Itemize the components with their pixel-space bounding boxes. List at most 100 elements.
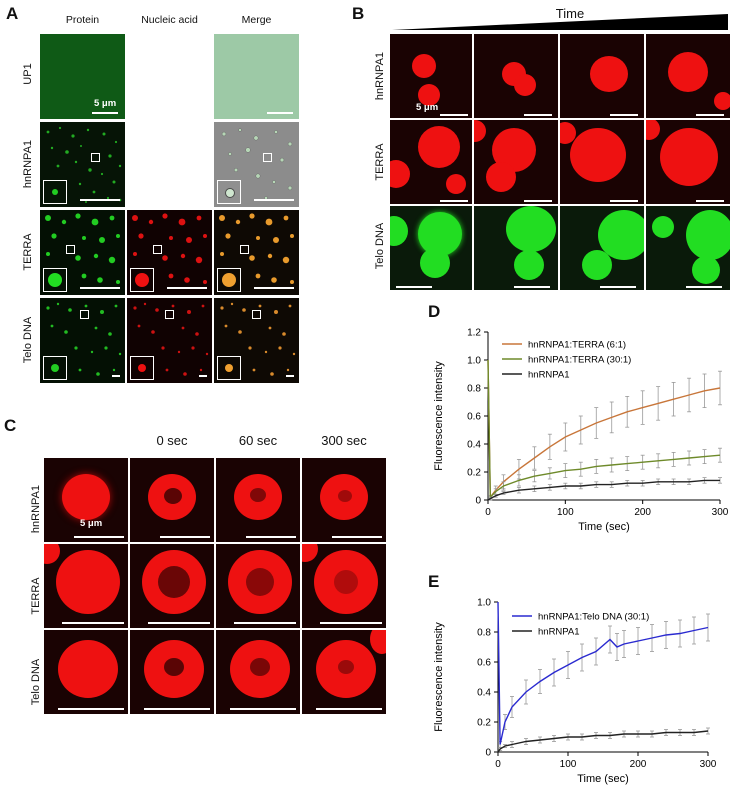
panel-c-hnrnpa1-60sec-image bbox=[216, 458, 300, 542]
droplet-field bbox=[132, 213, 207, 284]
panel-a-col-merge: Merge bbox=[241, 14, 272, 26]
y-tick-label: 0.6 bbox=[467, 412, 481, 423]
scalebar bbox=[62, 622, 124, 624]
panel-a-row-hnrnpa1: hnRNPA1 bbox=[22, 139, 34, 189]
zoom-inset bbox=[130, 356, 154, 380]
panel-d-chart: 0 0.2 0.4 0.6 0.8 1.0 1.2 0 100 200 300 Time (sec) F… bbox=[433, 328, 729, 534]
panel-b-terra-t2-image bbox=[474, 120, 558, 204]
panel-a-col-nucleic-acid: Nucleic acid bbox=[141, 14, 198, 26]
panel-a-scalebar-label: 5 μm bbox=[94, 98, 117, 109]
y-tick-label: 0.4 bbox=[467, 440, 481, 451]
panel-a-row-telo-dna: Telo DNA bbox=[22, 316, 34, 364]
scalebar bbox=[286, 375, 294, 377]
zoom-inset bbox=[217, 268, 241, 292]
scalebar bbox=[600, 286, 636, 288]
scalebar bbox=[92, 112, 118, 114]
panel-c-letter: C bbox=[4, 416, 17, 435]
panel-e-chart: 0 0.2 0.4 0.6 0.8 1.0 0 100 200 300 Time (sec) Fluo… bbox=[433, 598, 717, 786]
roi-box bbox=[165, 310, 174, 319]
legend-label: hnRNPA1:Telo DNA (30:1) bbox=[538, 612, 649, 623]
legend-label: hnRNPA1:TERRA (6:1) bbox=[528, 340, 626, 351]
scalebar bbox=[267, 112, 293, 114]
scalebar bbox=[58, 708, 124, 710]
panel-a-telo-nucleic-acid-image bbox=[127, 298, 212, 383]
y-tick-label: 0.8 bbox=[477, 628, 491, 639]
panel-b-terra-t1-image bbox=[390, 120, 472, 204]
roi-box bbox=[91, 153, 100, 162]
x-tick-label: 100 bbox=[560, 759, 577, 770]
panel-b-hnrnpa1-t2-image bbox=[474, 34, 558, 118]
scalebar bbox=[148, 622, 210, 624]
x-axis-label: Time (sec) bbox=[577, 773, 629, 785]
scalebar bbox=[254, 199, 294, 201]
scalebar bbox=[514, 286, 550, 288]
scalebar bbox=[440, 114, 468, 116]
panel-b-hnrnpa1-t4-image bbox=[646, 34, 730, 118]
panel-b-scalebar-label: 5 μm bbox=[416, 102, 439, 113]
roi-box bbox=[263, 153, 272, 162]
panel-a-up1-protein-image: 5 μm bbox=[40, 34, 125, 119]
y-tick-label: 0.4 bbox=[477, 688, 491, 699]
zoom-inset bbox=[43, 268, 67, 292]
scalebar bbox=[74, 536, 124, 538]
panel-b-hnrnpa1-t3-image bbox=[560, 34, 644, 118]
scalebar bbox=[80, 287, 120, 289]
x-tick-label: 300 bbox=[712, 507, 729, 518]
droplet-field bbox=[219, 213, 294, 284]
roi-box bbox=[252, 310, 261, 319]
panel-a-letter: A bbox=[6, 4, 19, 23]
x-tick-label: 0 bbox=[485, 507, 491, 518]
panel-c-hnrnpa1-pre-image: 5 μm bbox=[44, 458, 128, 542]
x-tick-label: 200 bbox=[634, 507, 651, 518]
y-tick-label: 0 bbox=[475, 496, 481, 507]
y-tick-label: 1.0 bbox=[467, 356, 481, 367]
panel-a-col-protein: Protein bbox=[65, 14, 100, 26]
panel-a-telo-merge-image bbox=[214, 298, 299, 383]
scalebar bbox=[112, 375, 120, 377]
brightfield-droplets bbox=[221, 128, 293, 200]
scalebar bbox=[160, 536, 210, 538]
scalebar bbox=[320, 622, 382, 624]
zoom-inset bbox=[130, 268, 154, 292]
droplet-field bbox=[46, 126, 122, 203]
panel-a-terra-merge-image bbox=[214, 210, 299, 295]
x-tick-label: 0 bbox=[495, 759, 501, 770]
scalebar bbox=[524, 114, 552, 116]
panel-b-row-hnrnpa1: hnRNPA1 bbox=[374, 51, 386, 101]
y-tick-label: 0.8 bbox=[467, 384, 481, 395]
panel-b-hnrnpa1-t1-image: 5 μm bbox=[390, 34, 472, 118]
panel-a-terra-protein-image bbox=[40, 210, 125, 295]
panel-a-hnrnpa1-protein-image bbox=[40, 122, 125, 207]
panel-c-col-60sec: 60 sec bbox=[238, 433, 278, 448]
droplet-field bbox=[46, 302, 122, 376]
scalebar bbox=[230, 708, 296, 710]
scalebar bbox=[80, 199, 120, 201]
scalebar bbox=[316, 708, 382, 710]
y-axis-label: Fluorescence intensity bbox=[433, 622, 445, 732]
series-line bbox=[497, 601, 709, 745]
scalebar bbox=[234, 622, 296, 624]
scalebar bbox=[167, 287, 207, 289]
zoom-inset bbox=[43, 356, 67, 380]
zoom-inset bbox=[43, 180, 67, 204]
scalebar bbox=[440, 200, 468, 202]
legend-label: hnRNPA1:TERRA (30:1) bbox=[528, 355, 631, 366]
time-wedge-icon bbox=[392, 14, 728, 30]
panel-b-row-telo-dna: Telo DNA bbox=[374, 222, 386, 270]
panel-a-up1-merge-image bbox=[214, 34, 299, 119]
series-line bbox=[487, 479, 720, 501]
legend-label: hnRNPA1 bbox=[538, 627, 580, 638]
panel-a-terra-nucleic-acid-image bbox=[127, 210, 212, 295]
droplet-field bbox=[220, 302, 296, 376]
panel-c-telo-60sec-image bbox=[216, 630, 300, 714]
scalebar bbox=[144, 708, 210, 710]
x-tick-label: 100 bbox=[557, 507, 574, 518]
panel-b-telo-t1-image bbox=[390, 206, 472, 290]
roi-box bbox=[66, 245, 75, 254]
scalebar bbox=[686, 286, 722, 288]
scalebar bbox=[610, 200, 638, 202]
y-tick-label: 1.0 bbox=[477, 598, 491, 609]
panel-c-row-hnrnpa1: hnRNPA1 bbox=[30, 484, 42, 534]
scalebar bbox=[696, 114, 724, 116]
panel-c-col-300sec: 300 sec bbox=[321, 433, 367, 448]
